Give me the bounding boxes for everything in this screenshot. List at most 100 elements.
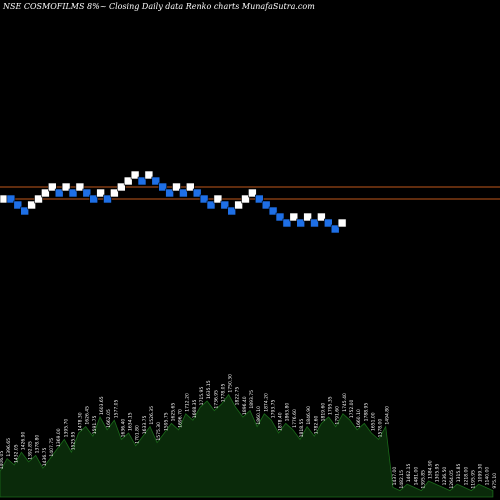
volume-label: 1846.90: [306, 406, 312, 425]
renko-brick: [192, 188, 202, 198]
volume-label: 1745.40: [342, 393, 348, 412]
renko-brick: [234, 200, 243, 210]
renko-brick: [144, 170, 154, 180]
volume-area: [0, 393, 494, 498]
volume-label: 1369.00: [56, 428, 62, 447]
renko-brick: [137, 176, 147, 186]
volume-label: 1651.00: [370, 412, 376, 431]
volume-label: 1591.75: [92, 415, 98, 434]
volume-label: 1750.30: [228, 374, 234, 393]
renko-brick: [110, 188, 119, 198]
volume-label: 1788.95: [363, 403, 369, 422]
volume-label: 1236.50: [442, 467, 448, 486]
volume-label: 1577.05: [113, 399, 119, 418]
renko-brick: [337, 218, 347, 228]
renko-brick: [179, 188, 188, 198]
volume-label: 1396.65: [6, 438, 12, 457]
volume-label: 1715.95: [199, 387, 205, 406]
renko-brick: [172, 182, 181, 192]
renko-brick: [82, 188, 92, 198]
volume-label: 1315.85: [456, 463, 462, 482]
volume-label: 1625.65: [170, 403, 176, 422]
renko-brick: [158, 182, 167, 192]
volume-label: 1140.00: [485, 467, 491, 486]
renko-brick: [75, 182, 85, 192]
volume-label: 1701.80: [135, 425, 141, 444]
volume-label: 1662.05: [106, 409, 112, 428]
volume-label: 1395.70: [63, 419, 69, 438]
volume-label: 1426.90: [20, 431, 26, 450]
volume-label: 1635.15: [206, 380, 212, 399]
volume-label: 1482.15: [399, 470, 405, 489]
volume-label: 1634.15: [128, 412, 134, 431]
volume-label: 1778.05: [220, 383, 226, 402]
volume-label: 1395.85: [420, 470, 426, 489]
volume-label: 1436.75: [42, 447, 48, 466]
volume-label: 1893.75: [249, 390, 255, 409]
volume-label: 1752.00: [349, 399, 355, 418]
volume-label: 1696.70: [178, 409, 184, 428]
volume-label: 1392.85: [28, 441, 34, 460]
volume-label: 1264.05: [449, 470, 455, 489]
renko-brick: [275, 212, 285, 222]
volume-label: 1099.30: [478, 463, 484, 482]
volume-label: 1578.00: [378, 419, 384, 438]
renko-brick: [220, 200, 230, 210]
renko-brick: [213, 194, 223, 204]
volume-label: 1406.05: [0, 451, 5, 470]
volume-label: 1712.20: [185, 393, 191, 412]
renko-brick: [255, 194, 264, 204]
renko-brick: [165, 188, 174, 198]
renko-brick: [268, 206, 278, 216]
renko-brick: [323, 218, 333, 228]
renko-brick: [261, 200, 271, 210]
volume-label: 1795.35: [328, 396, 334, 415]
volume-label: 1736.95: [213, 390, 219, 409]
volume-label: 1668.35: [192, 399, 198, 418]
volume-label: 1878.40: [278, 412, 284, 431]
volume-label: 1791.60: [335, 406, 341, 425]
volume-label: 1822.75: [235, 387, 241, 406]
volume-label: 1384.90: [428, 460, 434, 479]
renko-brick: [296, 218, 306, 228]
renko-brick: [27, 200, 36, 210]
volume-label: 1575.30: [156, 422, 162, 441]
renko-brick: [241, 194, 250, 204]
renko-brick: [123, 176, 133, 186]
volume-label: 1437.00: [392, 467, 398, 486]
renko-brick: [34, 194, 43, 204]
volume-label: 1636.40: [120, 419, 126, 438]
renko-brick: [41, 188, 50, 198]
volume-label: 1626.45: [85, 406, 91, 425]
renko-brick: [186, 182, 195, 192]
renko-brick: [206, 200, 216, 210]
renko-brick: [151, 176, 161, 186]
volume-label: 1525.95: [70, 431, 76, 450]
renko-brick: [103, 194, 112, 204]
volume-label: 1195.95: [470, 470, 476, 489]
volume-label: 1526.35: [149, 406, 155, 425]
renko-brick: [310, 218, 319, 228]
renko-brick: [6, 194, 16, 204]
volume-label: 1818.55: [299, 419, 305, 438]
volume-label: 1633.75: [142, 415, 148, 434]
renko-brick: [317, 212, 326, 222]
renko-brick: [330, 224, 340, 234]
renko-brick: [227, 206, 236, 216]
renko-brick: [248, 188, 257, 198]
renko-brick: [303, 212, 312, 222]
renko-brick: [13, 200, 23, 210]
volume-label: 1478.30: [78, 412, 84, 431]
volume-label: 1819.60: [320, 403, 326, 422]
volume-label: 1776.60: [292, 409, 298, 428]
renko-brick: [20, 206, 30, 216]
volume-label: 1896.40: [242, 396, 248, 415]
renko-brick: [282, 218, 292, 228]
volume-label: 1782.60: [313, 415, 319, 434]
renko-brick: [47, 182, 57, 192]
volume-label: 1660.10: [356, 409, 362, 428]
volume-label: 1305.95: [435, 463, 441, 482]
renko-brick: [130, 170, 140, 180]
volume-label: 1407.75: [49, 438, 55, 457]
